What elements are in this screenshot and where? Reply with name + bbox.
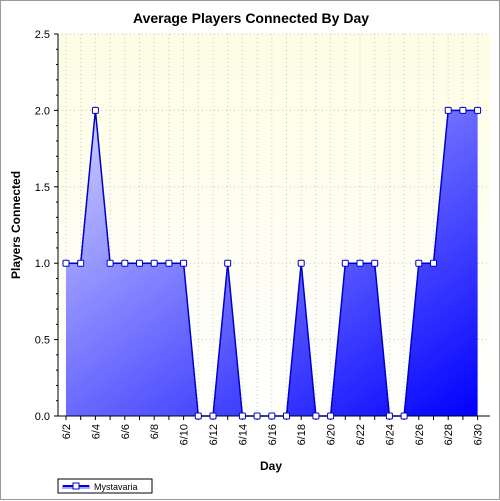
- data-point-marker: [106, 259, 114, 267]
- y-tick-label: 1.0: [35, 258, 50, 270]
- data-point-marker: [356, 259, 364, 267]
- data-point-marker: [180, 259, 188, 267]
- data-point-marker: [327, 412, 335, 420]
- data-point-marker: [121, 259, 129, 267]
- data-point-marker: [268, 412, 276, 420]
- data-point-marker: [444, 106, 452, 114]
- data-point-marker: [385, 412, 393, 420]
- data-point-marker: [136, 259, 143, 267]
- data-point-marker: [238, 412, 246, 420]
- chart-title: Average Players Connected By Day: [133, 10, 369, 26]
- data-point-marker: [415, 259, 423, 267]
- data-point-marker: [283, 412, 290, 420]
- x-tick-label: 6/8: [149, 424, 161, 439]
- x-tick-label: 6/12: [208, 424, 220, 445]
- x-tick-labels: 6/2 6/4 6/6 6/8 6/10 6/12 6/14 6/16 6/18 6/20 6/22…: [61, 424, 485, 445]
- data-point-marker: [253, 412, 261, 420]
- y-tick-label: 2.0: [35, 105, 50, 117]
- y-axis-title: Players Connected: [9, 171, 23, 279]
- x-tick-label: 6/16: [267, 424, 279, 445]
- data-point-marker: [194, 412, 202, 420]
- y-tick-label: 1.5: [35, 182, 50, 194]
- x-tick-label: 6/6: [120, 424, 132, 439]
- y-tick-label: 0.5: [35, 335, 50, 347]
- x-tick-label: 6/2: [61, 424, 73, 439]
- x-tick-label: 6/26: [414, 424, 426, 445]
- x-axis-title: Day: [260, 459, 282, 473]
- data-point-marker: [209, 412, 217, 420]
- data-point-marker: [312, 412, 320, 420]
- y-tick-label: 2.5: [35, 29, 50, 41]
- data-point-marker: [371, 259, 379, 267]
- x-tick-label: 6/30: [473, 424, 485, 445]
- data-point-marker: [91, 106, 99, 114]
- x-tick-label: 6/18: [296, 424, 308, 445]
- data-point-marker: [62, 259, 70, 267]
- x-tick-label: 6/4: [90, 424, 102, 439]
- data-point-marker: [224, 259, 232, 267]
- data-point-marker: [77, 259, 85, 267]
- x-tick-label: 6/20: [326, 424, 338, 445]
- legend: Mystavaria: [57, 478, 153, 494]
- y-tick-label: 0.0: [35, 411, 50, 423]
- x-tick-label: 6/10: [179, 424, 191, 445]
- area-fill: [66, 110, 478, 417]
- data-point-marker: [341, 259, 349, 267]
- legend-label: Mystavaria: [94, 482, 138, 492]
- y-tick-labels: 0.0 0.5 1.0 1.5 2.0 2.5: [35, 29, 50, 423]
- data-point-marker: [297, 259, 305, 267]
- data-point-marker: [459, 106, 467, 114]
- x-tick-label: 6/24: [384, 424, 396, 445]
- legend-marker-icon: [72, 482, 80, 490]
- data-point-marker: [165, 259, 173, 267]
- data-markers: [62, 106, 482, 420]
- data-point-marker: [430, 259, 437, 267]
- data-point-marker: [474, 106, 482, 114]
- x-tick-label: 6/28: [443, 424, 455, 445]
- data-point-marker: [150, 259, 158, 267]
- x-tick-label: 6/22: [355, 424, 367, 445]
- legend-box: [57, 478, 153, 494]
- data-point-marker: [400, 412, 408, 420]
- x-tick-label: 6/14: [237, 424, 249, 445]
